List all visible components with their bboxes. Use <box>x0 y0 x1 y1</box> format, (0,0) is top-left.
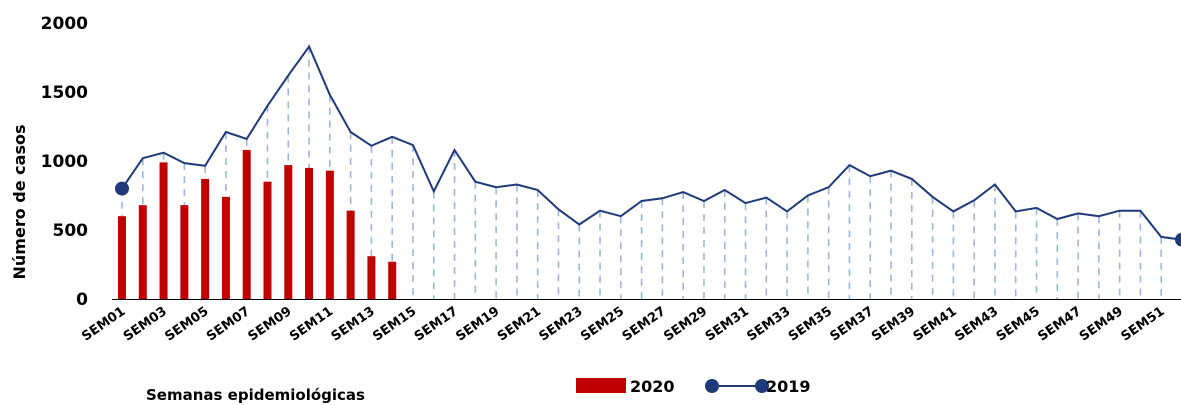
bars-2020 <box>118 149 397 299</box>
legend-swatch-2019-marker <box>755 379 769 393</box>
y-axis-label: Número de casos <box>10 125 29 280</box>
x-tick-label: SEM21 <box>495 304 544 345</box>
x-tick-label: SEM03 <box>121 304 170 345</box>
y-tick-label: 1500 <box>41 83 88 103</box>
x-tick-label: SEM47 <box>1035 304 1084 345</box>
bar-2020 <box>346 210 355 299</box>
x-tick-label: SEM31 <box>703 304 752 345</box>
x-tick-label: SEM37 <box>828 304 877 345</box>
x-tick-label: SEM33 <box>744 304 793 345</box>
bar-2020 <box>263 181 272 299</box>
bar-2020 <box>305 167 314 299</box>
x-tick-label: SEM17 <box>412 304 461 345</box>
x-tick-label: SEM23 <box>537 304 586 345</box>
marker-2019 <box>115 181 129 196</box>
y-tick-label: 0 <box>76 290 88 310</box>
x-tick-label: SEM27 <box>620 304 669 345</box>
x-tick-label: SEM41 <box>911 304 960 345</box>
x-tick-label: SEM05 <box>162 304 211 345</box>
bar-2020 <box>221 196 230 299</box>
x-tick-label: SEM13 <box>329 304 378 345</box>
marker-2019 <box>1175 232 1181 247</box>
bar-2020 <box>325 170 334 299</box>
legend-label-2020: 2020 <box>630 377 675 396</box>
bar-2020 <box>367 256 376 299</box>
bar-2020 <box>201 178 210 299</box>
y-tick-label: 2000 <box>41 14 88 34</box>
y-tick-label: 500 <box>53 221 89 241</box>
x-tick-label: SEM11 <box>287 304 336 345</box>
x-tick-label: SEM29 <box>661 304 710 345</box>
bar-2020 <box>242 149 251 299</box>
legend-swatch-2020 <box>576 378 626 393</box>
x-tick-label: SEM07 <box>204 304 253 345</box>
bar-2020 <box>388 261 397 299</box>
legend-swatch-2019-marker <box>705 379 719 393</box>
bar-2020 <box>159 162 168 299</box>
markers-2019 <box>115 181 1181 247</box>
series-line-2019 <box>121 44 1181 241</box>
x-axis-label: Semanas epidemiológicas <box>146 386 365 404</box>
bar-2020 <box>138 205 147 299</box>
drop-lines <box>121 46 1163 299</box>
bar-2020 <box>180 205 189 299</box>
x-tick-label: SEM19 <box>453 304 502 345</box>
x-tick-label: SEM45 <box>994 304 1043 345</box>
x-tick-label: SEM39 <box>869 304 918 345</box>
bar-2020 <box>118 216 126 299</box>
x-tick-label: SEM25 <box>578 304 627 345</box>
bar-2020 <box>284 165 293 299</box>
x-tick-label: SEM51 <box>1119 304 1168 345</box>
x-tick-label: SEM35 <box>786 304 835 345</box>
x-tick-label: SEM43 <box>952 304 1001 345</box>
x-tick-label: SEM01 <box>79 304 128 345</box>
x-tick-labels: SEM01SEM03SEM05SEM07SEM09SEM11SEM13SEM15… <box>79 304 1167 345</box>
x-tick-label: SEM09 <box>246 304 295 345</box>
y-tick-labels: 0 500 1000 1500 2000 <box>41 14 88 310</box>
y-tick-label: 1000 <box>41 152 88 172</box>
legend: 2020 2019 <box>576 377 811 396</box>
x-tick-label: SEM49 <box>1077 304 1126 345</box>
legend-label-2019: 2019 <box>766 377 811 396</box>
x-tick-label: SEM15 <box>370 304 419 345</box>
